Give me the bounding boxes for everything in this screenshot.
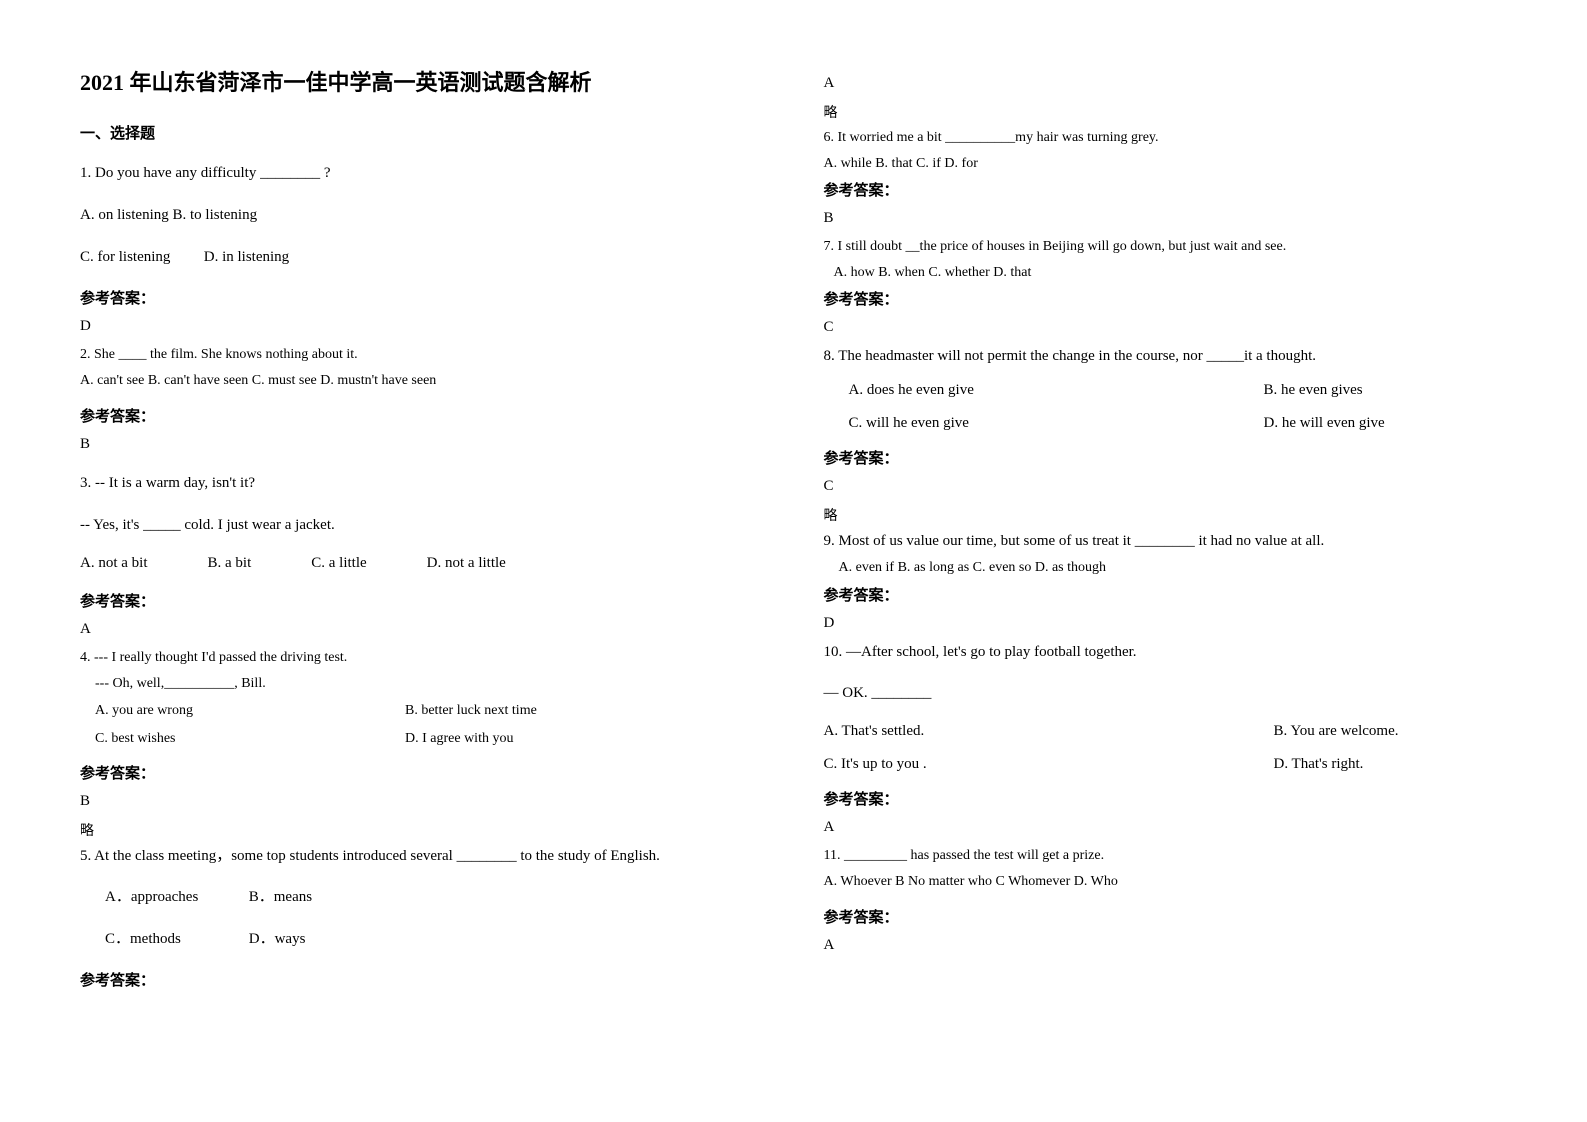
q7-ans: C [824, 319, 1508, 336]
q10-opt-b: B. You are welcome. [1274, 723, 1508, 740]
q7-ref-ans: 参考答案： [824, 288, 1508, 309]
q4-ref-ans: 参考答案： [80, 762, 764, 783]
q4-opt-c: C. best wishes [95, 731, 405, 747]
q2-ans: B [80, 436, 764, 453]
q8-text: 8. The headmaster will not permit the ch… [824, 346, 1508, 367]
q5-ref-ans: 参考答案： [80, 969, 764, 990]
q10-text2: — OK. ________ [824, 681, 1508, 705]
q3-opt-a: A. not a bit [80, 555, 148, 572]
q1-ans: D [80, 318, 764, 335]
q7-opts: A. how B. when C. whether D. that [834, 263, 1508, 283]
q10-opt-c: C. It's up to you . [824, 756, 1274, 773]
q6-opts: A. while B. that C. if D. for [824, 154, 1508, 174]
right-column: A 略 6. It worried me a bit __________my … [824, 50, 1508, 1000]
left-column: 2021 年山东省菏泽市一佳中学高一英语测试题含解析 一、选择题 1. Do y… [80, 50, 764, 1000]
q1-opt-b: B. to listening [173, 207, 258, 223]
q7-text: 7. I still doubt __the price of houses i… [824, 237, 1508, 257]
q3-opt-b: B. a bit [208, 555, 252, 572]
q10-opts: A. That's settled. B. You are welcome. C… [824, 723, 1508, 773]
q5-opt-d: D．ways [249, 931, 306, 947]
section-header: 一、选择题 [80, 122, 764, 143]
q5-skip: 略 [824, 102, 1508, 122]
q11-ans: A [824, 937, 1508, 954]
q5-opt-b: B．means [249, 889, 312, 905]
q8-opt-c: C. will he even give [849, 415, 1264, 432]
q4-text1: 4. --- I really thought I'd passed the d… [80, 648, 764, 668]
q8-skip: 略 [824, 505, 1508, 525]
q11-text: 11. _________ has passed the test will g… [824, 846, 1508, 866]
q11-ref-ans: 参考答案： [824, 906, 1508, 927]
q9-ans: D [824, 615, 1508, 632]
q3-opts: A. not a bit B. a bit C. a little D. not… [80, 555, 764, 572]
q8-opt-a: A. does he even give [849, 382, 1264, 399]
q1-opt-c: C. for listening [80, 245, 200, 269]
q4-opt-d: D. I agree with you [405, 731, 764, 747]
q9-opts: A. even if B. as long as C. even so D. a… [839, 558, 1508, 578]
q8-opt-b: B. he even gives [1264, 382, 1508, 399]
q3-opt-c: C. a little [311, 555, 366, 572]
q9-text: 9. Most of us value our time, but some o… [824, 531, 1508, 552]
q10-opt-a: A. That's settled. [824, 723, 1274, 740]
q2-opts: A. can't see B. can't have seen C. must … [80, 371, 764, 391]
q4-opt-a: A. you are wrong [95, 703, 405, 719]
q6-ref-ans: 参考答案： [824, 179, 1508, 200]
q8-ref-ans: 参考答案： [824, 447, 1508, 468]
q3-text1: 3. -- It is a warm day, isn't it? [80, 471, 764, 495]
q4-skip: 略 [80, 820, 764, 840]
q1-opt-d: D. in listening [204, 249, 289, 265]
q1-text: 1. Do you have any difficulty ________ ? [80, 161, 764, 185]
q9-ref-ans: 参考答案： [824, 584, 1508, 605]
q2-text: 2. She ____ the film. She knows nothing … [80, 345, 764, 365]
q4-text2: --- Oh, well,__________, Bill. [95, 674, 764, 694]
q5-opts-row1: A．approaches B．means [105, 885, 764, 909]
q5-ans: A [824, 75, 1508, 92]
q3-ref-ans: 参考答案： [80, 590, 764, 611]
q5-text: 5. At the class meeting，some top student… [80, 846, 764, 867]
q8-opt-d: D. he will even give [1264, 415, 1508, 432]
q1-opts-row2: C. for listening D. in listening [80, 245, 764, 269]
q1-ref-ans: 参考答案： [80, 287, 764, 308]
q3-ans: A [80, 621, 764, 638]
q10-opt-d: D. That's right. [1274, 756, 1508, 773]
q1-opts-row1: A. on listening B. to listening [80, 203, 764, 227]
q6-text: 6. It worried me a bit __________my hair… [824, 128, 1508, 148]
q8-ans: C [824, 478, 1508, 495]
q6-ans: B [824, 210, 1508, 227]
q3-text2: -- Yes, it's _____ cold. I just wear a j… [80, 513, 764, 537]
q5-opt-a: A．approaches [105, 885, 245, 909]
q5-opts-row2: C．methods D．ways [105, 927, 764, 951]
q10-ref-ans: 参考答案： [824, 788, 1508, 809]
q11-opts: A. Whoever B No matter who C Whomever D.… [824, 872, 1508, 892]
q10-ans: A [824, 819, 1508, 836]
exam-title: 2021 年山东省菏泽市一佳中学高一英语测试题含解析 [80, 65, 764, 97]
q2-ref-ans: 参考答案： [80, 405, 764, 426]
q1-opt-a: A. on listening [80, 207, 169, 223]
q5-opt-c: C．methods [105, 927, 245, 951]
q8-opts: A. does he even give B. he even gives C.… [849, 382, 1508, 432]
q3-opt-d: D. not a little [427, 555, 506, 572]
q4-opts: A. you are wrong B. better luck next tim… [95, 703, 764, 747]
q4-ans: B [80, 793, 764, 810]
q10-text1: 10. —After school, let's go to play foot… [824, 642, 1508, 663]
q4-opt-b: B. better luck next time [405, 703, 764, 719]
